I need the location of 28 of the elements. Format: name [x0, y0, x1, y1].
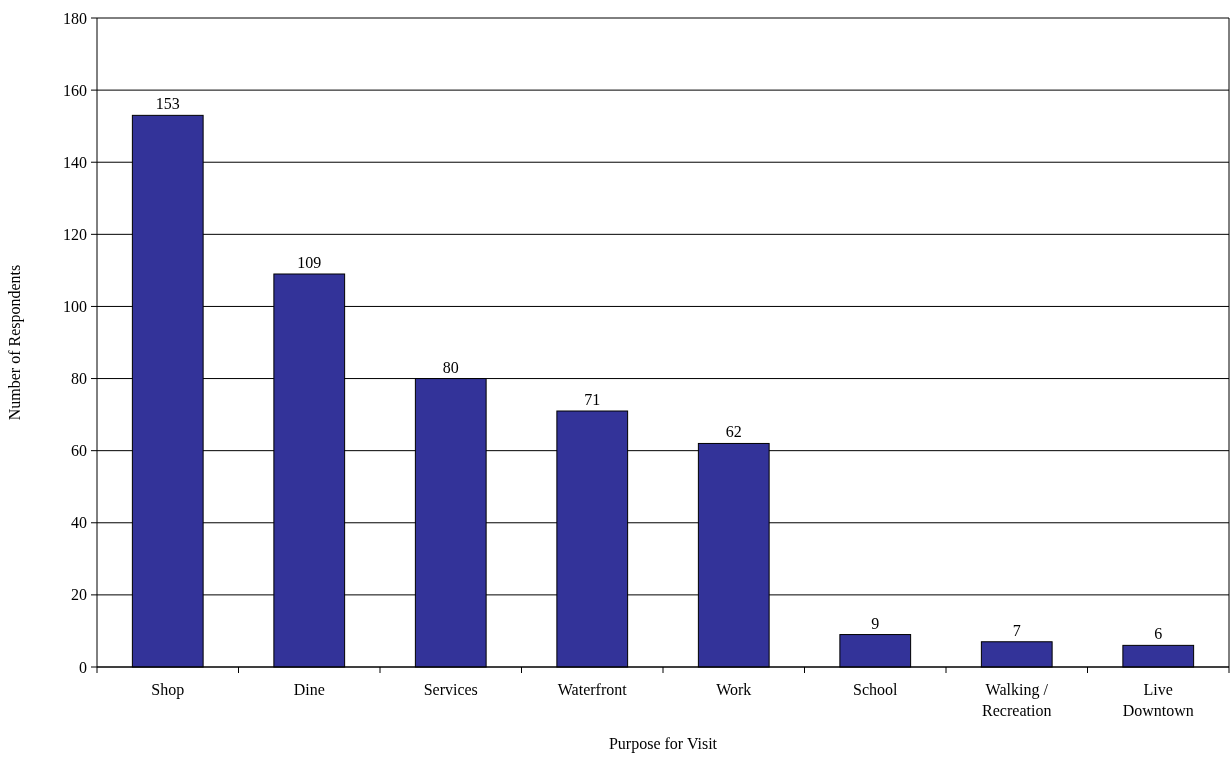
y-tick-label: 140: [63, 153, 87, 171]
data-label: 62: [725, 423, 742, 441]
x-tick-label: Services: [423, 681, 478, 698]
data-label: 9: [871, 614, 880, 632]
y-tick-label: 180: [63, 9, 87, 27]
y-tick-label: 160: [63, 81, 87, 99]
x-axis-title: Purpose for Visit: [608, 735, 718, 753]
x-tick-label: Work: [716, 681, 752, 698]
x-tick-label: School: [853, 681, 899, 698]
x-tick-label: Walking / Recreation: [982, 681, 1052, 719]
data-label: 6: [1154, 625, 1163, 643]
y-tick-label: 20: [71, 586, 87, 604]
x-tick-label: Dine: [293, 681, 325, 698]
y-tick-label: 120: [63, 225, 87, 243]
x-tick-label: Live Downtown: [1122, 681, 1194, 719]
y-tick-label: 0: [79, 658, 87, 676]
y-axis-title: Number of Respondents: [6, 264, 24, 421]
data-label: 7: [1012, 621, 1021, 639]
x-tick-label: Shop: [151, 681, 185, 699]
y-tick-label: 100: [63, 298, 87, 316]
data-label: 71: [584, 391, 601, 409]
y-tick-label: 40: [71, 514, 87, 532]
y-tick-label: 60: [71, 442, 87, 460]
data-label: 109: [297, 253, 322, 271]
data-label: 80: [442, 358, 459, 376]
y-tick-label: 80: [71, 370, 87, 388]
data-label: 153: [155, 95, 180, 113]
x-tick-label: Waterfront: [557, 681, 628, 698]
